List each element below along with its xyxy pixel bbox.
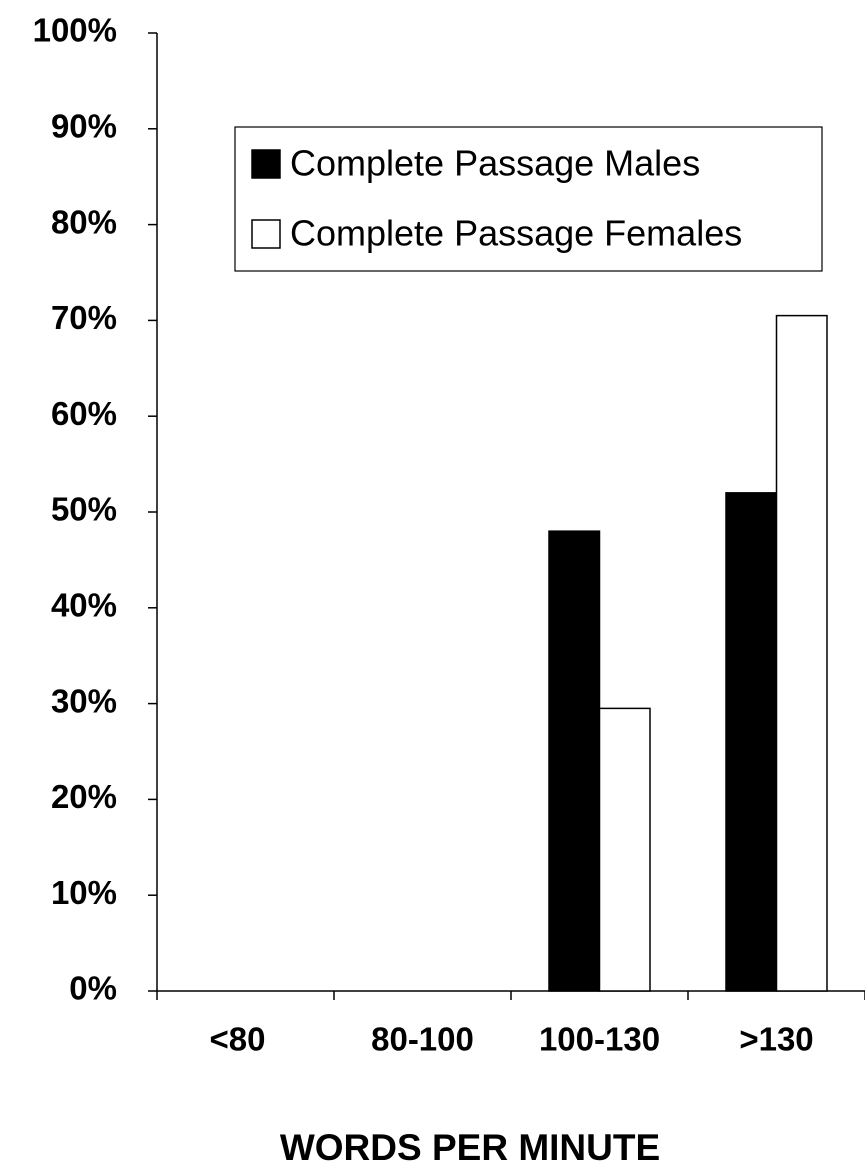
y-tick-label: 10% — [51, 874, 117, 911]
legend-swatch — [251, 219, 281, 249]
x-tick-label: >130 — [739, 1021, 813, 1058]
y-tick-label: 50% — [51, 491, 117, 528]
bar — [775, 314, 828, 992]
bar — [548, 530, 601, 992]
y-tick-label: 40% — [51, 587, 117, 624]
x-tick-label: 80-100 — [371, 1021, 474, 1058]
y-tick-label: 80% — [51, 203, 117, 240]
y-tick-label: 0% — [69, 970, 117, 1007]
y-tick-label: 20% — [51, 778, 117, 815]
bar — [598, 707, 651, 992]
x-axis-title: WORDS PER MINUTE — [280, 1127, 660, 1168]
legend-swatch — [251, 149, 281, 179]
bar — [725, 492, 778, 992]
legend-box — [234, 126, 823, 272]
x-tick-label: <80 — [210, 1021, 266, 1058]
y-tick-label: 30% — [51, 682, 117, 719]
x-tick-label: 100-130 — [539, 1021, 660, 1058]
y-tick-label: 100% — [33, 12, 117, 49]
y-tick-label: 60% — [51, 395, 117, 432]
y-tick-label: 70% — [51, 299, 117, 336]
legend-label: Complete Passage Males — [290, 143, 700, 184]
legend-label: Complete Passage Females — [290, 213, 742, 254]
y-tick-label: 90% — [51, 108, 117, 145]
